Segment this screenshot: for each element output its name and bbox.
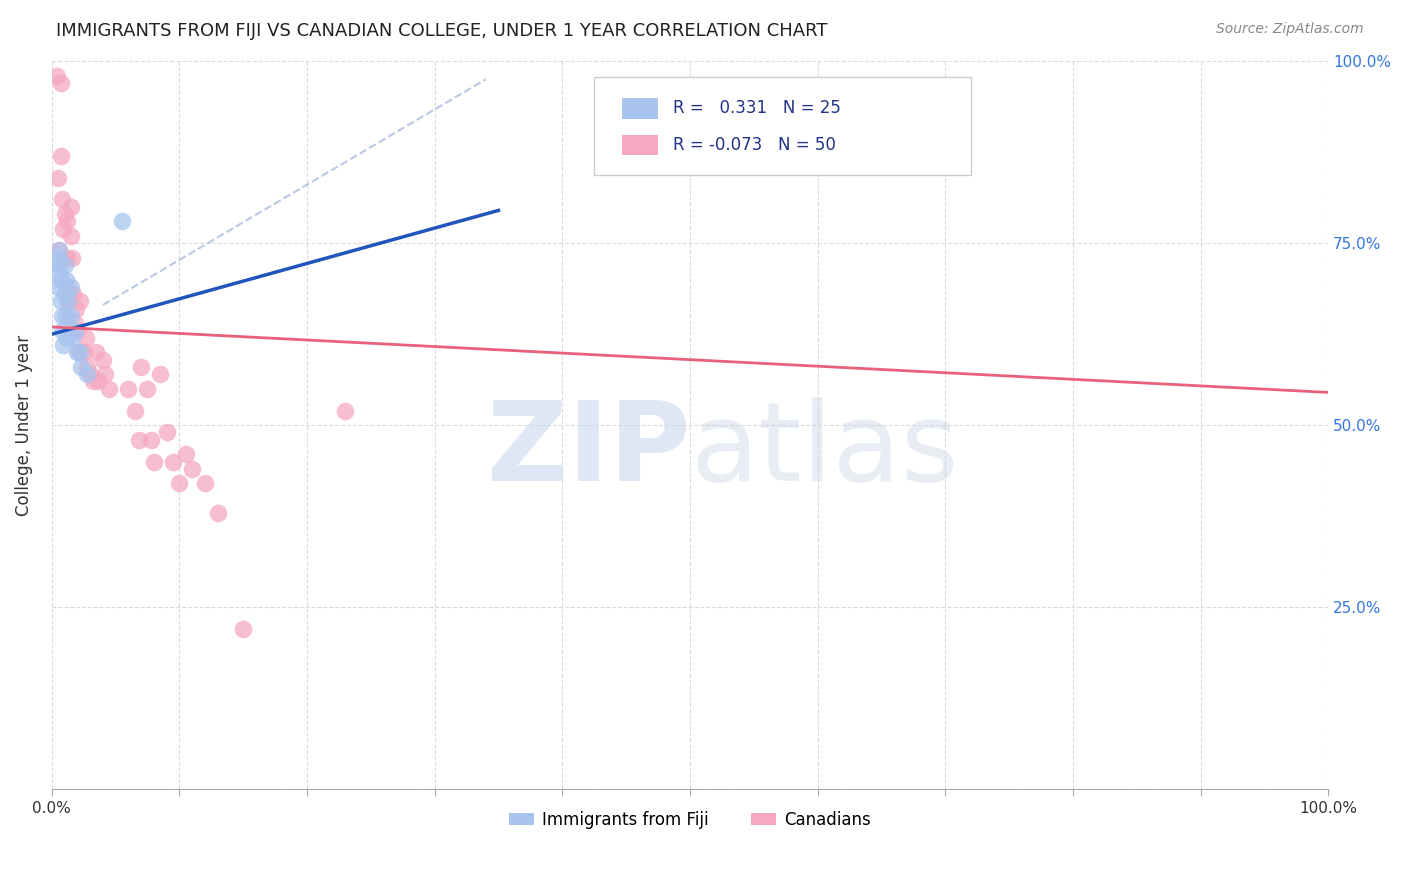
Point	[98, 382, 121, 396]
Text: Source: ZipAtlas.com: Source: ZipAtlas.com	[1216, 22, 1364, 37]
Point	[76, 359, 98, 374]
Point	[70, 359, 93, 374]
Point	[48, 244, 70, 258]
Point	[59, 309, 82, 323]
Point	[76, 368, 98, 382]
Text: R = -0.073   N = 50: R = -0.073 N = 50	[673, 136, 837, 153]
Point	[60, 331, 83, 345]
Legend: Immigrants from Fiji, Canadians: Immigrants from Fiji, Canadians	[502, 805, 877, 836]
Point	[66, 324, 89, 338]
FancyBboxPatch shape	[623, 135, 658, 155]
Point	[49, 76, 72, 90]
Point	[174, 447, 197, 461]
Text: IMMIGRANTS FROM FIJI VS CANADIAN COLLEGE, UNDER 1 YEAR CORRELATION CHART: IMMIGRANTS FROM FIJI VS CANADIAN COLLEGE…	[56, 22, 828, 40]
Point	[53, 207, 76, 221]
Point	[207, 506, 229, 520]
Point	[55, 280, 77, 294]
Point	[59, 287, 82, 301]
Point	[162, 454, 184, 468]
Point	[51, 324, 73, 338]
FancyBboxPatch shape	[623, 98, 658, 119]
Point	[63, 324, 86, 338]
Point	[91, 352, 114, 367]
Point	[73, 345, 96, 359]
Point	[124, 403, 146, 417]
Point	[149, 368, 172, 382]
Point	[69, 345, 91, 359]
Point	[62, 287, 84, 301]
Point	[136, 382, 159, 396]
Point	[128, 433, 150, 447]
Point	[86, 345, 108, 359]
Point	[59, 200, 82, 214]
Point	[48, 258, 70, 272]
Point	[53, 251, 76, 265]
Point	[75, 331, 97, 345]
Point	[129, 359, 152, 374]
Point	[46, 280, 69, 294]
Point	[194, 476, 217, 491]
Point	[55, 309, 77, 323]
Point	[63, 316, 86, 330]
Point	[79, 368, 101, 382]
Point	[56, 214, 79, 228]
Point	[56, 251, 79, 265]
Point	[58, 294, 80, 309]
Point	[142, 454, 165, 468]
Text: R =   0.331   N = 25: R = 0.331 N = 25	[673, 100, 841, 118]
Point	[46, 251, 69, 265]
Point	[65, 301, 87, 316]
Point	[55, 272, 77, 286]
Point	[156, 425, 179, 440]
Point	[49, 272, 72, 286]
Point	[51, 309, 73, 323]
Point	[94, 368, 117, 382]
Point	[66, 345, 89, 359]
Point	[45, 69, 67, 83]
Point	[58, 294, 80, 309]
Point	[141, 433, 163, 447]
Point	[86, 375, 108, 389]
Point	[52, 221, 75, 235]
Point	[181, 462, 204, 476]
Point	[49, 149, 72, 163]
Point	[59, 228, 82, 243]
FancyBboxPatch shape	[595, 77, 970, 176]
Point	[232, 622, 254, 636]
Point	[53, 287, 76, 301]
Point	[169, 476, 191, 491]
Point	[51, 193, 73, 207]
Point	[60, 251, 83, 265]
Point	[46, 170, 69, 185]
Point	[69, 294, 91, 309]
Y-axis label: College, Under 1 year: College, Under 1 year	[15, 334, 32, 516]
Point	[48, 244, 70, 258]
Point	[53, 258, 76, 272]
Point	[67, 345, 90, 359]
Point	[111, 214, 134, 228]
Point	[335, 403, 357, 417]
Text: atlas: atlas	[690, 397, 959, 504]
Point	[46, 265, 69, 279]
Point	[49, 294, 72, 309]
Point	[117, 382, 139, 396]
Point	[82, 375, 104, 389]
Point	[56, 331, 79, 345]
Point	[59, 280, 82, 294]
Text: ZIP: ZIP	[486, 397, 690, 504]
Point	[52, 338, 75, 352]
